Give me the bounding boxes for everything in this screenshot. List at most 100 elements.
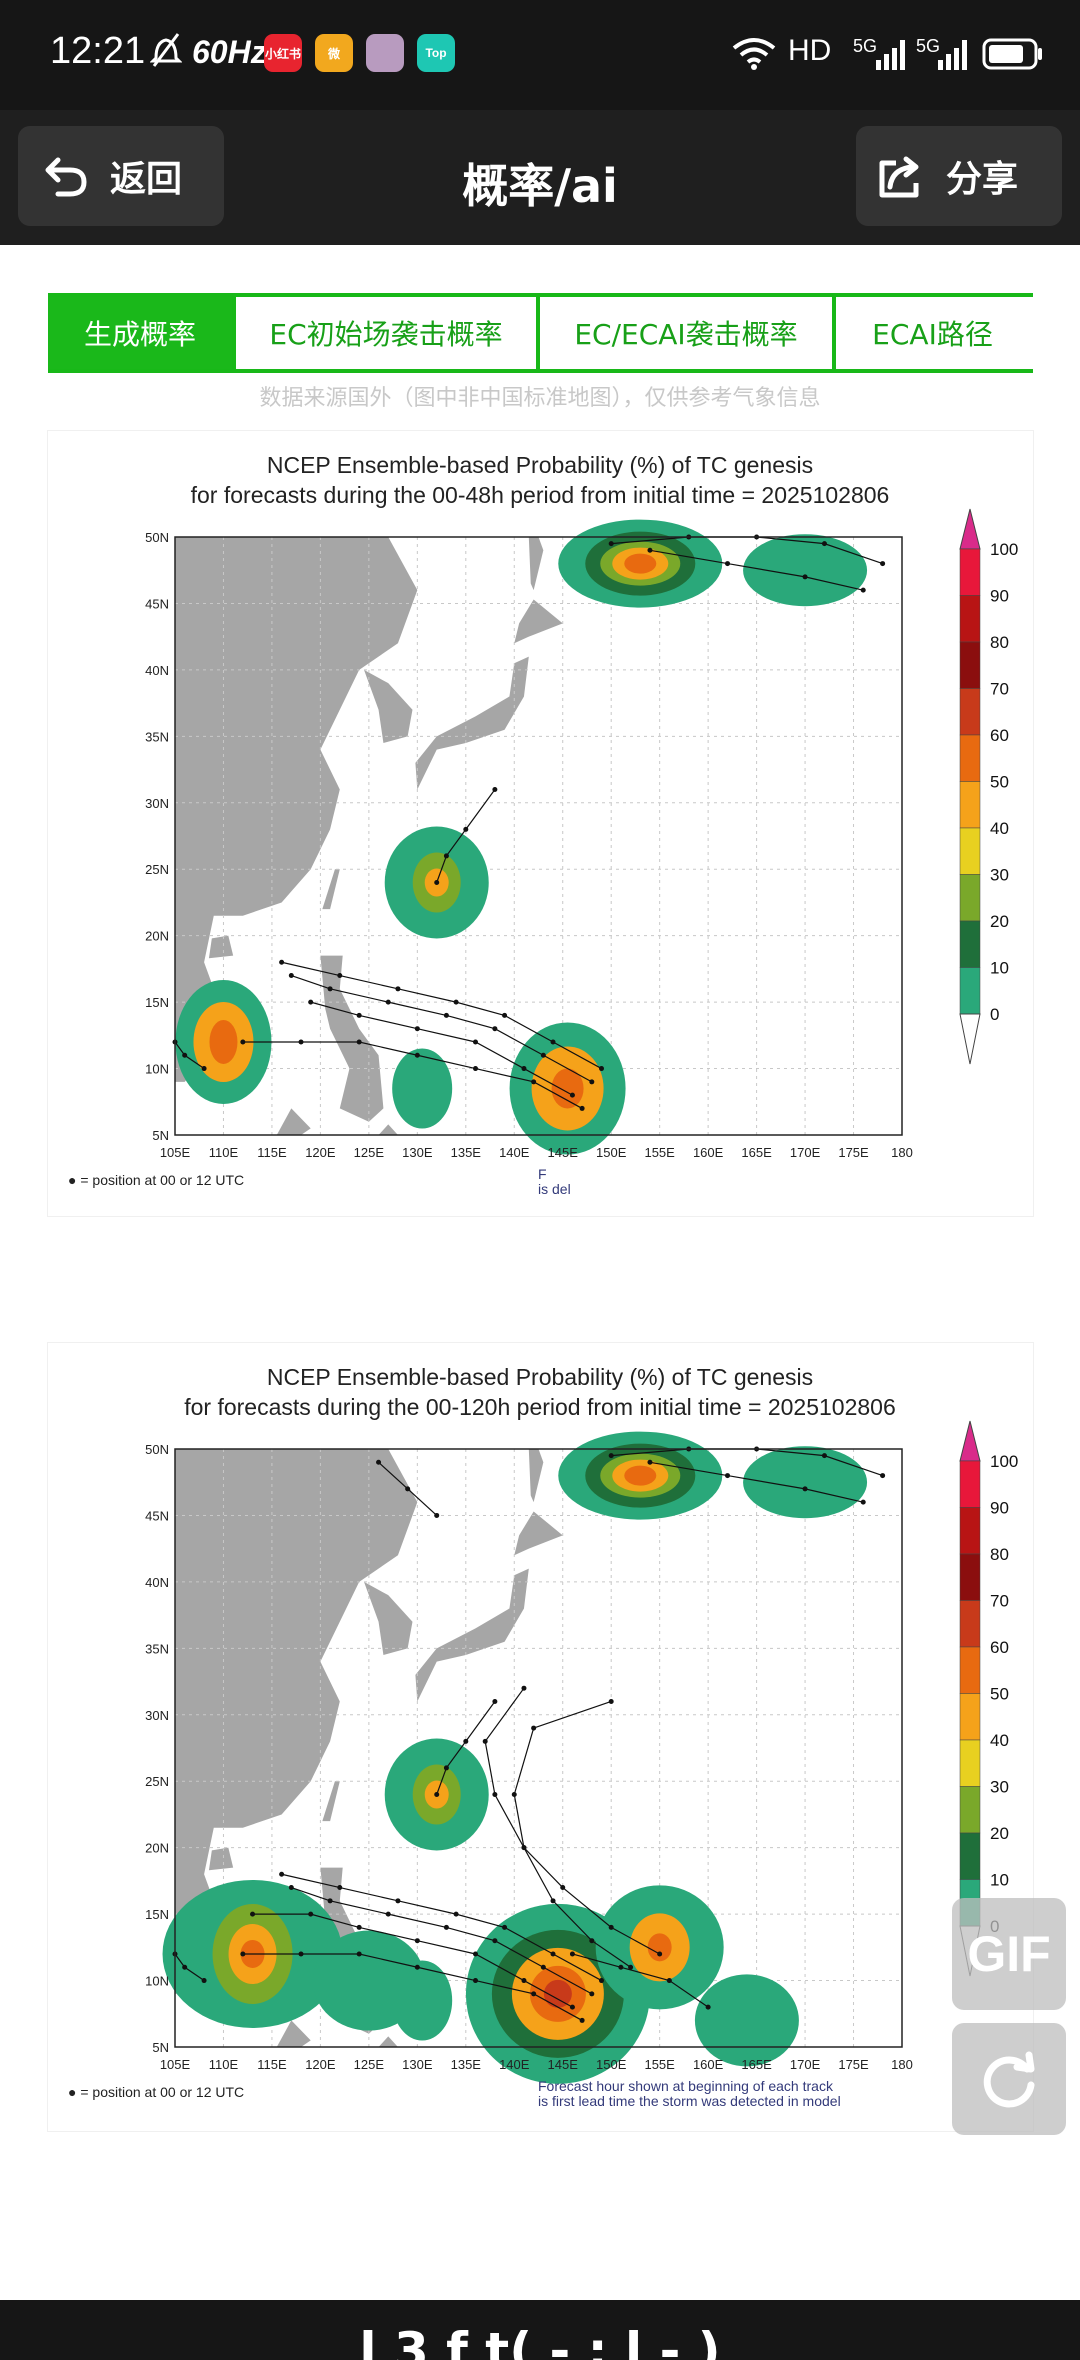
map-title: NCEP Ensemble-based Probability (%) of T… bbox=[267, 1364, 813, 1390]
taiwan bbox=[322, 869, 340, 910]
track-point bbox=[880, 1473, 886, 1479]
colorbar-segment bbox=[959, 1646, 981, 1694]
lon-label: 165E bbox=[741, 2057, 772, 2072]
lat-label: 40N bbox=[145, 663, 169, 678]
sakhalin bbox=[528, 1449, 544, 1503]
colorbar-segment bbox=[959, 1832, 981, 1880]
lon-label: 150E bbox=[596, 2057, 627, 2072]
lat-label: 25N bbox=[145, 1774, 169, 1789]
track-point bbox=[472, 1951, 478, 1957]
lon-label: 155E bbox=[644, 2057, 675, 2072]
colorbar-segment bbox=[959, 920, 981, 968]
track-point bbox=[647, 1459, 653, 1465]
track-point bbox=[240, 1039, 246, 1045]
colorbar-label: 80 bbox=[990, 633, 1009, 652]
storm-track bbox=[310, 1001, 573, 1096]
colorbar-label: 20 bbox=[990, 1824, 1009, 1843]
genesis-map-120h[interactable]: NCEP Ensemble-based Probability (%) of T… bbox=[48, 1343, 1033, 2131]
lon-label: 165E bbox=[741, 1145, 772, 1160]
track-point bbox=[705, 2004, 711, 2010]
track-point bbox=[395, 986, 401, 992]
refresh-icon bbox=[977, 2047, 1041, 2111]
tab-ecai-track[interactable]: ECAI路径 bbox=[872, 318, 993, 351]
lat-label: 35N bbox=[145, 729, 169, 744]
colorbar-bottom-arrow bbox=[959, 1013, 981, 1065]
wifi-icon bbox=[732, 36, 776, 74]
colorbar-segment bbox=[959, 1507, 981, 1555]
track-point bbox=[821, 541, 827, 547]
asia-mainland bbox=[175, 537, 418, 1082]
lon-label: 125E bbox=[354, 1145, 385, 1160]
colorbar-label: 40 bbox=[990, 819, 1009, 838]
clock: 12:21 bbox=[50, 30, 146, 72]
track-point bbox=[502, 1012, 508, 1018]
halmahera bbox=[378, 2036, 398, 2047]
lat-label: 10N bbox=[145, 1974, 169, 1989]
borneo-north bbox=[276, 2020, 311, 2047]
refresh-button[interactable] bbox=[952, 2023, 1066, 2135]
colorbar-segment bbox=[959, 688, 981, 736]
track-point bbox=[579, 1105, 585, 1111]
track-point bbox=[337, 1885, 343, 1891]
avatar-app-icon bbox=[366, 34, 404, 72]
colorbar-segment bbox=[959, 1600, 981, 1648]
track-point bbox=[434, 1792, 440, 1798]
mute-icon bbox=[149, 30, 183, 74]
hainan bbox=[208, 1847, 234, 1871]
probability-map-120h: NCEP Ensemble-based Probability (%) of T… bbox=[68, 1364, 1018, 2109]
lon-label: 115E bbox=[257, 2057, 287, 2072]
lon-label: 120E bbox=[305, 1145, 336, 1160]
colorbar-segment bbox=[959, 827, 981, 875]
position-legend: ● = position at 00 or 12 UTC bbox=[68, 2084, 244, 2100]
lat-label: 35N bbox=[145, 1641, 169, 1656]
forecast-footnote: is first lead time the storm was detecte… bbox=[538, 2093, 841, 2109]
track-point bbox=[414, 1026, 420, 1032]
track-point bbox=[201, 1978, 207, 1984]
lon-label: 110E bbox=[209, 1145, 239, 1160]
track-point bbox=[482, 1738, 488, 1744]
track-point bbox=[250, 1911, 256, 1917]
track-point bbox=[579, 2017, 585, 2023]
track-point bbox=[492, 1792, 498, 1798]
track-point bbox=[502, 1924, 508, 1930]
share-button[interactable]: 分享 bbox=[856, 126, 1062, 226]
gif-button[interactable]: GIF bbox=[952, 1898, 1066, 2010]
colorbar-segment bbox=[959, 1553, 981, 1601]
back-button[interactable]: 返回 bbox=[18, 126, 224, 226]
track-point bbox=[608, 541, 614, 547]
track-point bbox=[337, 973, 343, 979]
colorbar-segment bbox=[959, 595, 981, 643]
colorbar-label: 100 bbox=[990, 1452, 1018, 1471]
japan-honshu bbox=[415, 1568, 529, 1702]
track-point bbox=[608, 1924, 614, 1930]
track-point bbox=[511, 1792, 517, 1798]
lon-label: 125E bbox=[354, 2057, 385, 2072]
lat-label: 30N bbox=[145, 1708, 169, 1723]
tab-genesis-probability[interactable]: 生成概率 bbox=[48, 297, 236, 369]
lon-label: 135E bbox=[451, 1145, 482, 1160]
lon-label: 115E bbox=[257, 1145, 287, 1160]
lat-label: 15N bbox=[145, 1907, 169, 1922]
colorbar-label: 70 bbox=[990, 680, 1009, 699]
track-point bbox=[414, 1964, 420, 1970]
lat-label: 50N bbox=[145, 530, 169, 545]
top-app-icon: Top bbox=[417, 34, 455, 72]
borneo-north bbox=[276, 1108, 311, 1135]
signal-icon bbox=[876, 40, 908, 74]
track-point bbox=[860, 587, 866, 593]
lat-label: 45N bbox=[145, 1508, 169, 1523]
colorbar-segment bbox=[959, 1693, 981, 1741]
genesis-map-48h[interactable]: NCEP Ensemble-based Probability (%) of T… bbox=[48, 431, 1033, 1216]
track-point bbox=[492, 1026, 498, 1032]
tab-ec-ecai-strike-probability[interactable]: EC/ECAI袭击概率 bbox=[540, 297, 836, 369]
colorbar-label: 60 bbox=[990, 726, 1009, 745]
lon-label: 160E bbox=[693, 1145, 724, 1160]
status-bar: 12:21 60Hz 小红书 微 Top HD 5G 5G bbox=[0, 0, 1080, 110]
content-area: 生成概率 EC初始场袭击概率 EC/ECAI袭击概率 ECAI路径 数据来源国外… bbox=[0, 245, 1080, 2300]
track-point bbox=[472, 1066, 478, 1072]
japan-hokkaido bbox=[514, 599, 563, 644]
tab-ec-initial-strike-probability[interactable]: EC初始场袭击概率 bbox=[236, 297, 540, 369]
track-point bbox=[288, 973, 294, 979]
japan-hokkaido bbox=[514, 1511, 563, 1556]
colorbar-label: 30 bbox=[990, 866, 1009, 885]
